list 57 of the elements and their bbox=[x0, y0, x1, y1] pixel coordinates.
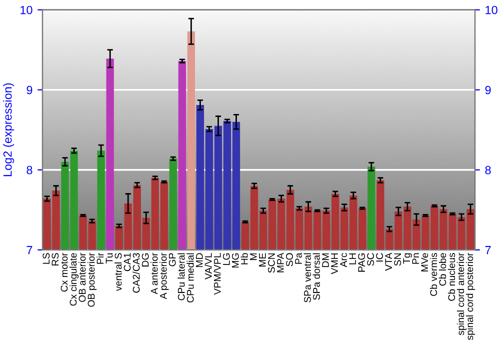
x-tick-label: MPA bbox=[277, 252, 284, 272]
x-tick-label: SC bbox=[367, 253, 374, 266]
x-tick-label: CA2/CA3 bbox=[132, 253, 140, 293]
x-tick-label: OB posterior bbox=[88, 252, 97, 307]
x-tick-label: Pa bbox=[295, 252, 302, 264]
x-tick-label: Tu bbox=[106, 253, 113, 264]
x-tick-label: SPa ventral bbox=[304, 253, 311, 302]
x-tick-label: PAG bbox=[358, 253, 365, 272]
x-tick-label: MVe bbox=[421, 253, 428, 272]
x-tick-label: SCN bbox=[268, 253, 275, 273]
y2-tick-label: 10 bbox=[486, 6, 498, 14]
x-tick-label: spinal cord anterior bbox=[456, 252, 466, 336]
x-tick-label: SPa dorsal bbox=[312, 253, 320, 300]
y-tick-label: 9 bbox=[26, 86, 32, 94]
x-tick-label: GP bbox=[168, 253, 176, 266]
x-tick-label: Cx cingulate bbox=[70, 253, 79, 306]
x-tick-label: Cb lobe bbox=[438, 253, 446, 286]
x-tick-label: VMH bbox=[331, 253, 338, 274]
y2-tick-label: 7 bbox=[485, 246, 491, 254]
x-tick-label: M bbox=[250, 253, 257, 260]
x-tick-label: Hb bbox=[240, 253, 248, 264]
x-tick-label: IC bbox=[376, 253, 383, 262]
x-tick-label: ME bbox=[259, 253, 266, 266]
x-tick-label: spinal cord posterior bbox=[466, 252, 476, 340]
x-tick-label: LS bbox=[42, 253, 50, 264]
x-tick-label: CPu medial bbox=[186, 253, 194, 302]
x-tick-label: CPu lateral bbox=[178, 253, 185, 300]
y2-tick-label: 8 bbox=[485, 166, 491, 174]
x-tick-label: VPM/VPL bbox=[214, 253, 221, 295]
y-tick-label: 10 bbox=[20, 6, 32, 14]
x-tick-label: Pir bbox=[96, 252, 104, 264]
y-axis-title: Log2 (expression) bbox=[3, 83, 14, 176]
x-tick-label: Pn bbox=[412, 253, 419, 264]
x-tick-label: VA/VL bbox=[204, 253, 212, 280]
x-tick-label: Arc bbox=[340, 252, 347, 268]
x-tick-label: Cb nucleus bbox=[448, 253, 456, 301]
x-tick-label: CA1 bbox=[124, 253, 131, 272]
x-tick-label: SO bbox=[286, 253, 293, 266]
x-tick-label: DG bbox=[142, 253, 149, 266]
y-tick-label: 8 bbox=[26, 166, 32, 174]
x-tick-label: Cb vermis bbox=[430, 253, 438, 296]
x-tick-label: DM bbox=[322, 253, 329, 267]
y2-tick-label: 9 bbox=[485, 86, 491, 94]
x-tick-label: VTA bbox=[385, 252, 392, 271]
x-tick-label: SN bbox=[394, 253, 402, 266]
y-tick-label: 7 bbox=[26, 246, 32, 254]
x-tick-label: ventral S bbox=[114, 253, 122, 292]
x-tick-label: OB anterior bbox=[78, 252, 86, 302]
x-tick-label: Tg bbox=[403, 253, 412, 264]
x-tick-label: Cx motor bbox=[60, 252, 68, 292]
x-tick-label: A posterior bbox=[160, 252, 169, 300]
x-tick-label: A anterior bbox=[150, 252, 158, 294]
x-tick-label: LH bbox=[349, 253, 356, 264]
x-tick-label: RS bbox=[52, 253, 59, 266]
x-tick-label: MD bbox=[196, 253, 203, 267]
x-tick-label: MG bbox=[232, 253, 239, 268]
x-tick-label: LG bbox=[222, 253, 230, 265]
